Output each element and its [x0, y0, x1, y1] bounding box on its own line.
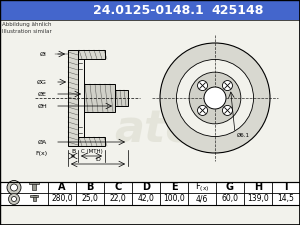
- Bar: [115, 90, 128, 106]
- Text: H: H: [254, 182, 262, 193]
- Text: D: D: [96, 157, 100, 162]
- Circle shape: [160, 43, 270, 153]
- Circle shape: [189, 72, 241, 124]
- Bar: [0, 0, 300, 20]
- Text: F(x): F(x): [35, 151, 47, 157]
- Bar: [32, 195, 35, 201]
- Text: ate: ate: [114, 108, 196, 151]
- Circle shape: [176, 59, 254, 137]
- Circle shape: [11, 184, 17, 191]
- Circle shape: [222, 81, 233, 90]
- Text: 60,0: 60,0: [221, 194, 239, 203]
- Text: C (MTH): C (MTH): [81, 149, 102, 154]
- Text: Abbildung ähnlich
Illustration similar: Abbildung ähnlich Illustration similar: [2, 22, 52, 34]
- Text: ØG: ØG: [37, 79, 47, 85]
- Text: ØH: ØH: [37, 104, 47, 108]
- Circle shape: [11, 196, 16, 202]
- Text: Ø6.1: Ø6.1: [237, 133, 250, 137]
- Bar: [78, 50, 105, 59]
- Text: G: G: [226, 182, 234, 193]
- Text: $\mathsf{F_{(x)}}$: $\mathsf{F_{(x)}}$: [195, 181, 209, 194]
- Bar: [29, 182, 39, 184]
- Text: C: C: [114, 182, 122, 193]
- Bar: [84, 84, 115, 112]
- Text: B: B: [71, 149, 75, 154]
- Text: 24.0125-0148.1: 24.0125-0148.1: [93, 4, 203, 16]
- Circle shape: [7, 180, 21, 194]
- Bar: [0, 182, 300, 205]
- Text: D: D: [142, 182, 150, 193]
- Text: 42,0: 42,0: [138, 194, 154, 203]
- Text: E: E: [171, 182, 177, 193]
- Text: 4/6: 4/6: [196, 194, 208, 203]
- Bar: [68, 50, 78, 146]
- Circle shape: [8, 194, 20, 205]
- Text: 22,0: 22,0: [110, 194, 126, 203]
- Text: 280,0: 280,0: [51, 194, 73, 203]
- Text: 100,0: 100,0: [163, 194, 185, 203]
- Text: 25,0: 25,0: [82, 194, 98, 203]
- Circle shape: [198, 106, 208, 115]
- Circle shape: [204, 87, 226, 109]
- Text: ØA: ØA: [38, 140, 47, 144]
- Text: ØE: ØE: [38, 92, 47, 97]
- Bar: [78, 137, 105, 146]
- Circle shape: [198, 81, 208, 90]
- Bar: [30, 195, 38, 197]
- Bar: [32, 182, 36, 189]
- Text: 425148: 425148: [212, 4, 264, 16]
- Circle shape: [222, 106, 233, 115]
- Text: 139,0: 139,0: [247, 194, 269, 203]
- Text: B: B: [86, 182, 94, 193]
- Text: I: I: [284, 182, 288, 193]
- Text: ØI: ØI: [40, 52, 47, 56]
- Text: 14,5: 14,5: [278, 194, 294, 203]
- Text: A: A: [58, 182, 66, 193]
